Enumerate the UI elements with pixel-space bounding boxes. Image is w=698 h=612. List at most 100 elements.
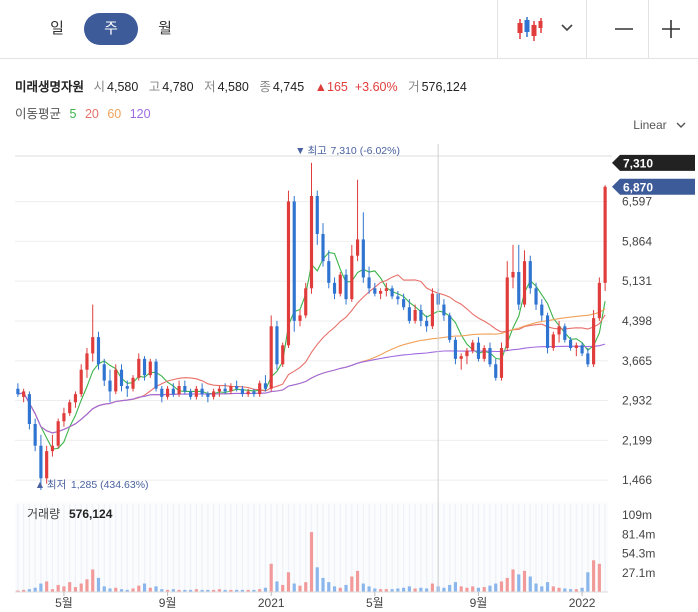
candle-body: [206, 394, 210, 397]
candle: [56, 418, 60, 449]
tab-day[interactable]: 일: [50, 20, 64, 37]
volume-bar: [551, 586, 555, 592]
candle: [235, 380, 239, 392]
chevron-down-icon: [676, 122, 686, 128]
chart-type-dropdown[interactable]: [552, 10, 582, 48]
volume-bar: [459, 586, 463, 592]
candle-body: [131, 377, 135, 389]
candle-body: [183, 386, 187, 392]
volume-bar: [114, 587, 118, 592]
candle: [568, 337, 573, 351]
candle-body: [361, 239, 365, 278]
candle: [419, 304, 423, 327]
candle-body: [281, 345, 285, 365]
candle: [160, 386, 164, 403]
volume-bar: [286, 572, 291, 592]
volume-bar: [597, 563, 601, 592]
candle: [50, 434, 55, 457]
candle: [332, 277, 337, 300]
candle-body: [563, 326, 567, 340]
x-tick-label: 5월: [55, 596, 73, 610]
candle: [482, 345, 486, 362]
volume-bar: [246, 589, 250, 592]
volume-tick-label: 81.4m: [622, 528, 655, 542]
candle: [597, 277, 601, 321]
candle-body: [511, 272, 515, 278]
candle: [309, 162, 314, 294]
volume-bar: [275, 581, 279, 592]
volume-bar: [453, 582, 458, 592]
tab-month[interactable]: 월: [158, 20, 172, 37]
y-tick-label: 6,597: [622, 195, 652, 209]
candle-body: [488, 348, 492, 365]
volume-panel: [15, 502, 608, 592]
volume-bar: [528, 576, 532, 592]
candle: [33, 418, 37, 452]
candle-body: [344, 274, 348, 300]
candle-body: [471, 342, 475, 351]
candle-body: [91, 337, 95, 354]
volume-bar: [177, 589, 181, 592]
candle-body: [522, 261, 527, 305]
candle: [183, 380, 187, 395]
candle-body: [68, 402, 72, 414]
high-price-tag-label: 7,310: [623, 156, 653, 170]
candle: [263, 375, 268, 392]
candle-body: [171, 388, 175, 395]
candle: [373, 282, 377, 297]
x-tick-label: 2021: [258, 596, 285, 610]
candle-body: [384, 288, 388, 291]
candle-body: [125, 386, 129, 389]
volume-bar: [465, 587, 469, 592]
candle: [39, 434, 43, 490]
candle-body: [338, 274, 342, 294]
candle: [269, 315, 273, 392]
toolbar-divider: [648, 0, 649, 58]
candle: [545, 312, 550, 354]
candle: [177, 380, 181, 397]
volume-bar: [563, 588, 567, 592]
candle: [189, 388, 193, 400]
candle-body: [586, 353, 590, 365]
ma-60-line: [17, 308, 606, 434]
volume-bar: [160, 589, 164, 592]
candle: [321, 223, 325, 267]
candle-body: [229, 386, 233, 392]
volume-bar: [281, 584, 285, 592]
volume-bar: [327, 582, 331, 592]
volume-bar: [505, 577, 509, 592]
candle-body: [39, 445, 43, 479]
zoom-out-button[interactable]: [604, 10, 644, 48]
volume-bar: [223, 589, 227, 592]
candle-body: [402, 299, 406, 308]
candle: [534, 282, 538, 310]
scale-dropdown[interactable]: Linear: [633, 118, 686, 132]
chart-type-button[interactable]: [508, 10, 548, 48]
volume-bar: [338, 587, 342, 592]
high-value: 4,780: [162, 80, 194, 94]
candle-body: [540, 304, 544, 316]
volume-bar: [22, 589, 26, 592]
candle: [327, 250, 331, 289]
candle-body: [269, 326, 273, 389]
volume-bar: [68, 582, 72, 592]
candle-body: [189, 391, 193, 397]
candle: [442, 299, 446, 321]
candle: [217, 386, 221, 397]
candle: [16, 383, 20, 397]
candle-body: [160, 388, 164, 397]
volume-bar: [568, 589, 573, 592]
zoom-in-button[interactable]: [651, 10, 691, 48]
volume-bar: [292, 583, 296, 592]
y-tick-label: 4,398: [622, 314, 652, 328]
candle-body: [223, 388, 227, 392]
volume-bar: [361, 583, 365, 592]
candle-body: [379, 291, 383, 294]
candle-body: [85, 353, 89, 370]
tab-week[interactable]: 주: [84, 13, 138, 45]
volume-bar: [148, 587, 152, 592]
candle-body: [592, 318, 596, 365]
volume-bar: [367, 586, 371, 592]
low-label: 저: [204, 80, 216, 94]
candle-body: [407, 307, 411, 321]
